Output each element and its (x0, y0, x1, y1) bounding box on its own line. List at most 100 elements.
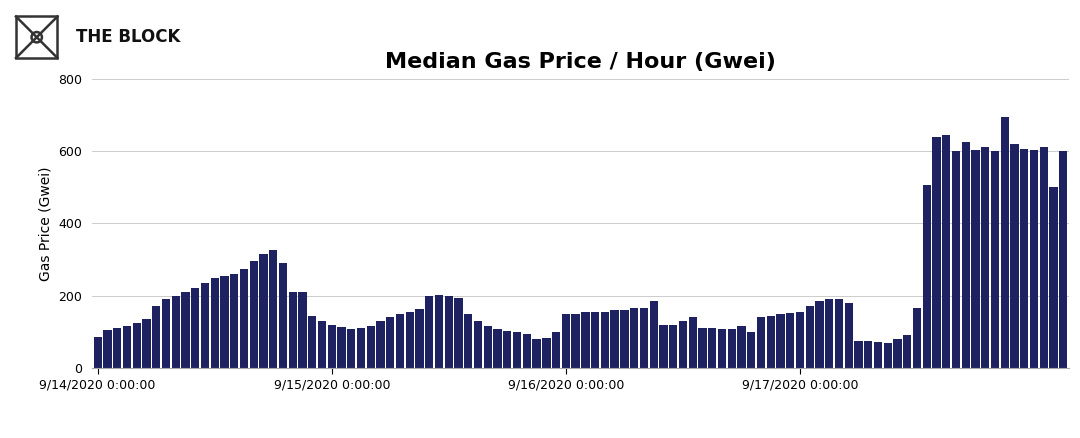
Bar (211, 278, 219, 368)
Bar (864, 341, 873, 368)
Bar (288, 292, 297, 368)
Bar (416, 309, 423, 368)
Bar (678, 321, 687, 368)
Bar (387, 317, 394, 368)
Bar (845, 303, 853, 368)
Bar (455, 298, 462, 368)
Bar (406, 312, 414, 368)
Bar (143, 319, 150, 368)
Bar (464, 314, 472, 368)
Bar (708, 328, 716, 368)
Bar (172, 296, 180, 368)
Bar (201, 283, 210, 368)
Bar (806, 307, 814, 368)
Bar (689, 317, 697, 368)
Bar (893, 339, 902, 368)
Bar (308, 315, 316, 368)
Bar (757, 317, 765, 368)
Bar (796, 312, 805, 368)
Bar (347, 329, 355, 368)
Bar (747, 332, 755, 368)
Bar (220, 276, 229, 368)
Bar (874, 342, 882, 368)
Bar (639, 308, 648, 368)
Bar (767, 316, 774, 368)
Bar (181, 292, 190, 368)
Bar (259, 254, 268, 368)
Bar (494, 329, 502, 368)
Bar (961, 142, 970, 368)
Bar (728, 329, 735, 368)
Bar (503, 331, 512, 368)
Bar (356, 328, 365, 368)
Bar (718, 329, 726, 368)
Bar (133, 323, 140, 368)
Bar (249, 261, 258, 368)
Bar (1030, 150, 1038, 368)
Bar (366, 326, 375, 368)
Bar (445, 297, 453, 368)
Bar (591, 312, 599, 368)
Bar (426, 297, 433, 368)
Title: Median Gas Price / Hour (Gwei): Median Gas Price / Hour (Gwei) (386, 52, 775, 72)
Bar (230, 274, 239, 368)
Bar (777, 314, 784, 368)
Bar (104, 330, 111, 368)
Bar (981, 148, 989, 368)
Bar (971, 150, 980, 368)
Bar (620, 310, 629, 368)
Bar (542, 338, 551, 368)
Bar (532, 339, 541, 368)
Bar (1021, 149, 1028, 368)
Bar (1050, 187, 1057, 368)
Bar (337, 328, 346, 368)
Bar (738, 326, 745, 368)
Bar (240, 268, 248, 368)
Bar (571, 314, 580, 368)
Bar (903, 336, 912, 368)
Bar (327, 325, 336, 368)
Bar (269, 251, 278, 368)
Bar (835, 299, 843, 368)
Bar (942, 135, 950, 368)
Bar (1011, 144, 1018, 368)
Bar (699, 328, 706, 368)
Bar (513, 332, 522, 368)
Bar (377, 321, 384, 368)
Bar (825, 299, 834, 368)
Bar (1040, 148, 1048, 368)
Bar (1001, 117, 1009, 368)
Bar (649, 301, 658, 368)
Bar (1059, 151, 1067, 368)
Bar (630, 308, 638, 368)
Bar (113, 328, 121, 368)
Bar (152, 307, 160, 368)
Bar (562, 314, 570, 368)
Bar (922, 185, 931, 368)
Bar (191, 289, 200, 368)
Bar (991, 151, 999, 368)
Bar (162, 299, 170, 368)
Bar (474, 321, 483, 368)
Bar (913, 308, 921, 368)
Bar (318, 321, 326, 368)
Bar (932, 137, 941, 368)
Bar (523, 334, 531, 368)
Bar (396, 314, 404, 368)
Bar (669, 325, 677, 368)
Bar (552, 332, 561, 368)
Text: THE BLOCK: THE BLOCK (76, 28, 180, 46)
Bar (279, 263, 287, 368)
Bar (94, 337, 102, 368)
Bar (484, 326, 492, 368)
Bar (659, 325, 667, 368)
Bar (581, 312, 590, 368)
Y-axis label: Gas Price (Gwei): Gas Price (Gwei) (39, 166, 53, 281)
Bar (435, 295, 443, 368)
Bar (854, 341, 863, 368)
Bar (883, 343, 892, 368)
Bar (600, 312, 609, 368)
Bar (951, 151, 960, 368)
Bar (815, 301, 824, 368)
Bar (610, 310, 619, 368)
